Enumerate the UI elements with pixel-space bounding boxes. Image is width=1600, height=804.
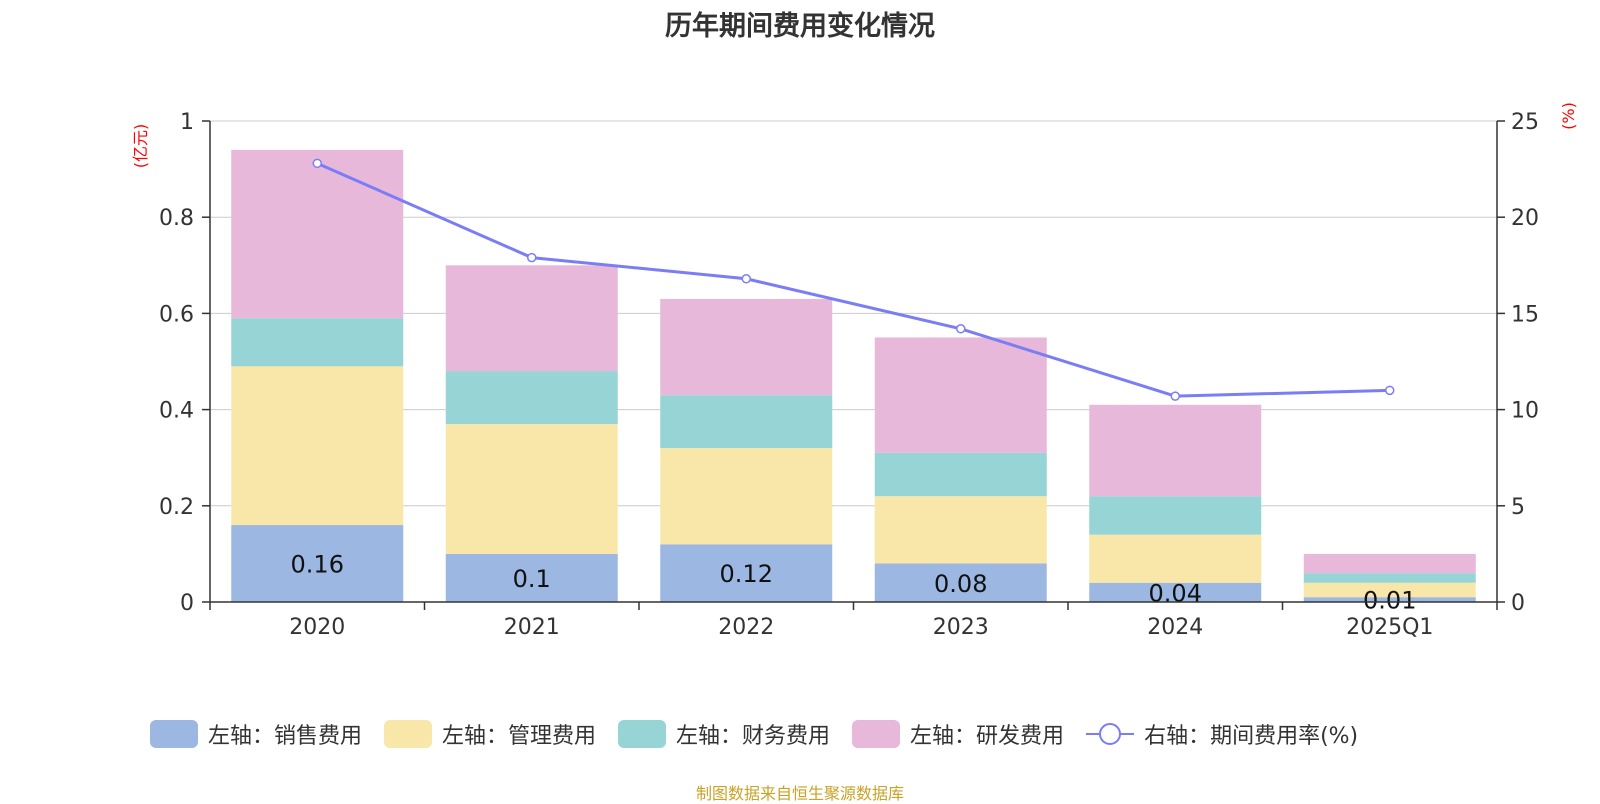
bar-segment-2021-s1[interactable]	[445, 424, 618, 554]
legend-item-finance[interactable]: 左轴：财务费用	[618, 718, 830, 750]
legend-swatch-admin	[384, 720, 433, 748]
legend-label-expense-ratio: 右轴：期间费用率(%)	[1144, 724, 1359, 749]
left-axis-tick-label: 0	[180, 591, 194, 616]
x-axis-tick-label: 2025Q1	[1346, 615, 1433, 640]
legend-swatch-finance	[618, 720, 667, 748]
legend-item-sales[interactable]: 左轴：销售费用	[150, 718, 362, 750]
bar-segment-2022-s2[interactable]	[660, 395, 833, 449]
line-point-2021[interactable]	[527, 252, 537, 263]
legend-swatch-rnd	[852, 720, 901, 748]
bar-segment-2020-s0[interactable]	[231, 525, 404, 602]
chart-title: 历年期间费用变化情况	[665, 11, 935, 42]
right-axis-tick-label: 5	[1511, 495, 1525, 520]
line-series-expense-ratio	[316, 161, 1390, 398]
bar-segment-2020-s3[interactable]	[231, 149, 404, 319]
left-axis-tick-label: 0.8	[159, 206, 194, 231]
legend-label-sales: 左轴：销售费用	[208, 724, 363, 749]
x-axis-tick-label: 2021	[504, 615, 560, 640]
bar-segment-2022-s1[interactable]	[660, 448, 833, 545]
bar-segment-2024-s1[interactable]	[1089, 534, 1262, 583]
bar-data-label: 0.01	[1363, 587, 1416, 615]
right-axis-tick-label: 25	[1511, 110, 1539, 135]
bar-segment-2020-s2[interactable]	[231, 318, 404, 367]
legend-item-admin[interactable]: 左轴：管理费用	[384, 718, 596, 750]
bar-data-label: 0.08	[934, 570, 987, 598]
x-axis-tick-label: 2024	[1147, 615, 1203, 640]
bar-segment-2024-s3[interactable]	[1089, 404, 1262, 497]
line-point-2020[interactable]	[312, 158, 322, 169]
right-axis-unit-label: (%)	[1559, 102, 1578, 130]
bar-segment-2023-s1[interactable]	[874, 496, 1047, 564]
left-axis-tick-label: 0.2	[159, 495, 194, 520]
bar-segment-2025Q1-s2[interactable]	[1303, 573, 1476, 583]
bar-segment-2021-s3[interactable]	[445, 265, 618, 372]
source-note: 制图数据来自恒生聚源数据库	[695, 784, 904, 803]
line-point-2023[interactable]	[956, 324, 966, 334]
right-axis-tick-label: 0	[1511, 591, 1525, 616]
bar-segment-2023-s3[interactable]	[874, 337, 1047, 453]
bar-segment-2022-s3[interactable]	[660, 298, 833, 396]
line-point-2024[interactable]	[1170, 391, 1180, 401]
bar-data-label: 0.12	[720, 560, 773, 588]
bar-segment-2020-s1[interactable]	[231, 366, 404, 526]
left-axis-tick-label: 0.6	[159, 302, 194, 327]
bar-data-label: 0.1	[513, 565, 551, 593]
x-axis-tick-label: 2020	[289, 615, 345, 640]
legend-label-rnd: 左轴：研发费用	[910, 724, 1065, 749]
x-axis-tick-label: 2022	[718, 615, 774, 640]
legend: 左轴：销售费用 左轴：管理费用 左轴：财务费用 左轴：研发费用 右轴：期间费用率…	[150, 718, 1380, 750]
x-axis-tick-label: 2023	[933, 615, 989, 640]
left-axis-unit-label: (亿元)	[131, 124, 150, 169]
legend-swatch-sales	[150, 720, 198, 748]
bar-segment-2021-s0[interactable]	[445, 553, 618, 602]
legend-line-marker-icon	[1086, 723, 1135, 745]
left-axis-tick-label: 1	[180, 110, 194, 135]
bar-segment-2025Q1-s1[interactable]	[1303, 582, 1476, 598]
bar-segment-2023-s0[interactable]	[874, 563, 1047, 602]
right-axis-tick-label: 15	[1511, 302, 1539, 327]
left-axis-tick-label: 0.4	[159, 399, 194, 424]
legend-item-rnd[interactable]: 左轴：研发费用	[852, 718, 1064, 750]
bar-segment-2025Q1-s0[interactable]	[1303, 597, 1476, 602]
line-point-2025Q1[interactable]	[1385, 385, 1395, 396]
legend-label-finance: 左轴：财务费用	[676, 724, 831, 749]
right-axis-tick-label: 20	[1511, 206, 1539, 231]
bar-data-label: 0.16	[291, 551, 344, 579]
bar-segment-2021-s2[interactable]	[445, 371, 618, 425]
right-axis-tick-label: 10	[1511, 399, 1539, 424]
bar-segment-2025Q1-s3[interactable]	[1303, 553, 1476, 574]
bar-segment-2024-s2[interactable]	[1089, 496, 1262, 535]
line-point-2022[interactable]	[741, 274, 751, 284]
legend-label-admin: 左轴：管理费用	[442, 724, 597, 749]
bar-segment-2024-s0[interactable]	[1089, 582, 1262, 602]
bar-segment-2023-s2[interactable]	[874, 452, 1047, 497]
legend-item-expense-ratio[interactable]: 右轴：期间费用率(%)	[1086, 718, 1358, 750]
bar-segment-2022-s0[interactable]	[660, 544, 833, 602]
bar-data-label: 0.04	[1149, 579, 1202, 607]
